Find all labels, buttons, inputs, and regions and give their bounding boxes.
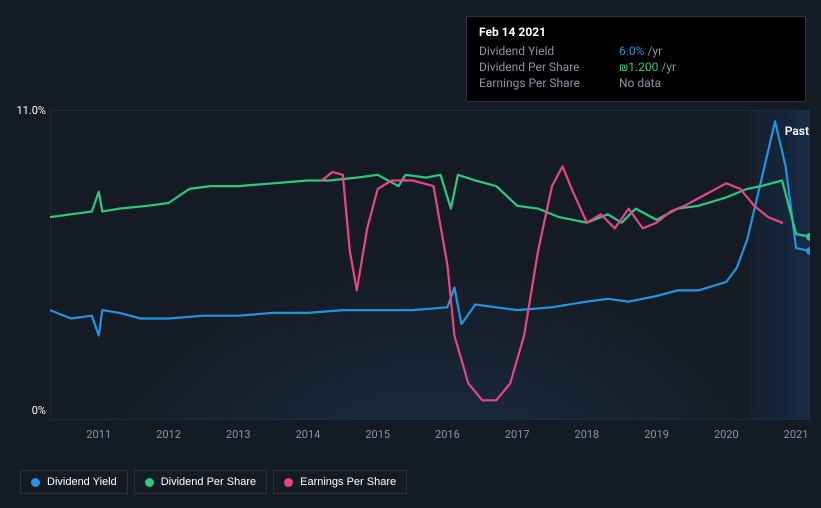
x-axis-label: 2016: [435, 428, 460, 441]
x-axis-label: 2017: [505, 428, 530, 441]
tooltip-row-label: Earnings Per Share: [479, 76, 619, 90]
tooltip-row-unit: /yr: [647, 44, 662, 58]
x-axis-label: 2013: [226, 428, 251, 441]
x-axis-label: 2018: [575, 428, 600, 441]
legend-label: Dividend Yield: [47, 476, 117, 488]
tooltip-row-value: 6.0%/yr: [619, 44, 662, 58]
tooltip-row: Dividend Per Share₪1.200/yr: [479, 59, 793, 75]
chart-plot-border: [50, 110, 810, 420]
series-end-marker: [806, 233, 810, 241]
legend-item-dividend-yield[interactable]: Dividend Yield: [20, 470, 128, 494]
tooltip-row: Earnings Per ShareNo data: [479, 75, 793, 91]
series-end-marker: [806, 247, 810, 255]
chart-legend: Dividend Yield Dividend Per Share Earnin…: [20, 470, 407, 494]
x-axis-label: 2011: [86, 428, 111, 441]
legend-label: Earnings Per Share: [300, 476, 396, 488]
legend-item-earnings-per-share[interactable]: Earnings Per Share: [273, 470, 407, 494]
x-axis-label: 2014: [296, 428, 321, 441]
legend-dot-icon: [145, 478, 154, 487]
y-axis-max-label: 11.0%: [14, 104, 46, 117]
legend-item-dividend-per-share[interactable]: Dividend Per Share: [134, 470, 267, 494]
legend-label: Dividend Per Share: [161, 476, 256, 488]
x-axis-label: 2012: [156, 428, 181, 441]
series-line-dividend_yield: [50, 121, 810, 335]
tooltip-row-label: Dividend Yield: [479, 44, 619, 58]
chart-tooltip: Feb 14 2021 Dividend Yield6.0%/yrDividen…: [466, 16, 806, 102]
tooltip-row-label: Dividend Per Share: [479, 60, 619, 74]
tooltip-row-unit: /yr: [661, 60, 676, 74]
tooltip-row-value: ₪1.200/yr: [619, 60, 676, 74]
tooltip-row: Dividend Yield6.0%/yr: [479, 43, 793, 59]
tooltip-date: Feb 14 2021: [479, 25, 793, 39]
x-axis-label: 2021: [784, 428, 809, 441]
x-axis-label: 2015: [365, 428, 390, 441]
legend-dot-icon: [284, 478, 293, 487]
tooltip-row-value: No data: [619, 76, 661, 90]
x-axis-label: 2019: [644, 428, 669, 441]
past-badge: Past: [785, 124, 809, 138]
chart-svg: [50, 110, 810, 420]
y-axis-min-label: 0%: [14, 404, 46, 417]
x-axis-label: 2020: [714, 428, 739, 441]
legend-dot-icon: [31, 478, 40, 487]
